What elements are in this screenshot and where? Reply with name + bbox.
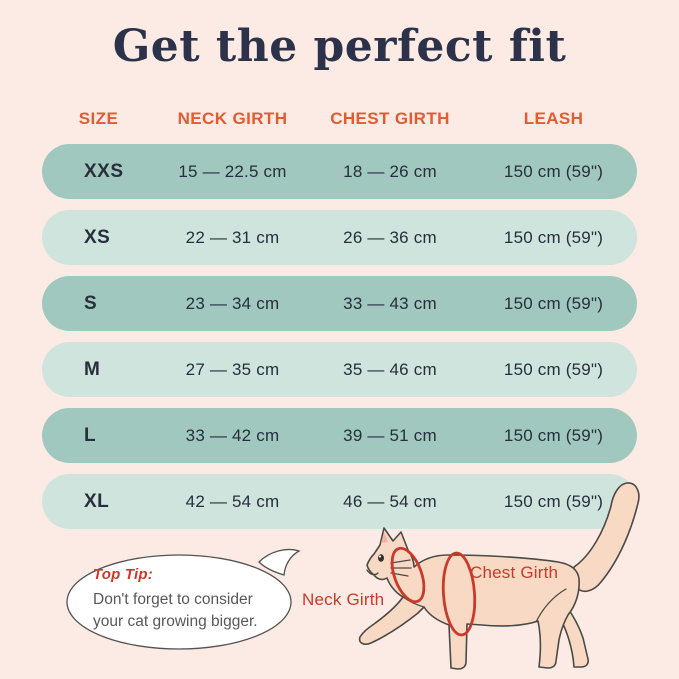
size-cell: XS <box>84 226 111 248</box>
tip-bubble-text: Top Tip: Don't forget to consider your c… <box>93 566 283 633</box>
size-cell: L <box>84 424 97 446</box>
chest-girth-cell: 18 — 26 cm <box>343 161 437 181</box>
neck-girth-cell: 15 — 22.5 cm <box>178 161 287 181</box>
cat-mouth <box>366 569 379 576</box>
chest-girth-cell: 26 — 36 cm <box>343 227 437 247</box>
neck-girth-label: Neck Girth <box>302 590 385 609</box>
chest-girth-cell: 33 — 43 cm <box>343 293 437 313</box>
chest-girth-cell: 46 — 54 cm <box>343 491 437 511</box>
leash-cell: 150 cm (59") <box>503 227 604 247</box>
table-row-xl: XL 42 — 54 cm 46 — 54 cm 150 cm (59") <box>42 474 637 529</box>
tip-text-line-2: your cat growing bigger. <box>93 613 258 630</box>
leash-cell: 150 cm (59") <box>503 359 604 379</box>
speech-bubble-body <box>66 554 292 650</box>
neck-girth-cell: 33 — 42 cm <box>185 425 280 445</box>
cat-tail <box>572 482 640 593</box>
cat-thigh-line <box>535 588 567 623</box>
header-leash: LEASH <box>523 109 584 128</box>
tip-text-line-1: Don't forget to consider <box>93 591 253 608</box>
size-cell: M <box>84 358 101 380</box>
neck-girth-cell: 23 — 34 cm <box>185 293 280 313</box>
cat-ear-inner <box>381 532 388 543</box>
tip-label: Top Tip: <box>93 566 153 583</box>
table-row-m: M 27 — 35 cm 35 — 46 cm 150 cm (59") <box>42 342 637 397</box>
table-row-l: L 33 — 42 cm 39 — 51 cm 150 cm (59") <box>42 408 637 463</box>
size-cell: XL <box>84 490 110 512</box>
size-cell: S <box>84 292 98 314</box>
page-title: Get the perfect fit <box>112 21 567 72</box>
table-row-xxs: XXS 15 — 22.5 cm 18 — 26 cm 150 cm (59") <box>42 144 637 199</box>
cat-eye <box>378 554 384 562</box>
header-chest-girth: CHEST GIRTH <box>330 109 450 128</box>
leash-cell: 150 cm (59") <box>503 293 604 313</box>
speech-bubble <box>66 548 301 650</box>
chest-girth-cell: 35 — 46 cm <box>343 359 437 379</box>
neck-girth-cell: 27 — 35 cm <box>185 359 280 379</box>
header-size: SIZE <box>78 109 119 128</box>
leash-cell: 150 cm (59") <box>503 161 604 181</box>
table-header-row: SIZE NECK GIRTH CHEST GIRTH LEASH <box>42 109 637 129</box>
chest-girth-label: Chest Girth <box>470 563 559 582</box>
cat-body <box>358 527 580 670</box>
cat-shoulder-line <box>402 596 425 608</box>
chest-girth-cell: 39 — 51 cm <box>343 425 437 445</box>
header-neck-girth: NECK GIRTH <box>177 109 288 128</box>
neck-girth-cell: 22 — 31 cm <box>185 227 280 247</box>
table-row-s: S 23 — 34 cm 33 — 43 cm 150 cm (59") <box>42 276 637 331</box>
leash-cell: 150 cm (59") <box>503 491 604 511</box>
neck-girth-ring <box>390 546 426 604</box>
neck-girth-cell: 42 — 54 cm <box>185 491 280 511</box>
cat-illustration <box>358 482 640 670</box>
speech-bubble-pointer <box>258 548 301 576</box>
chest-girth-ring <box>441 551 477 637</box>
size-table: SIZE NECK GIRTH CHEST GIRTH LEASH XXS 15… <box>42 109 637 540</box>
size-cell: XXS <box>84 160 124 182</box>
leash-cell: 150 cm (59") <box>503 425 604 445</box>
cat-eye-highlight <box>378 555 382 558</box>
table-row-xs: XS 22 — 31 cm 26 — 36 cm 150 cm (59") <box>42 210 637 265</box>
